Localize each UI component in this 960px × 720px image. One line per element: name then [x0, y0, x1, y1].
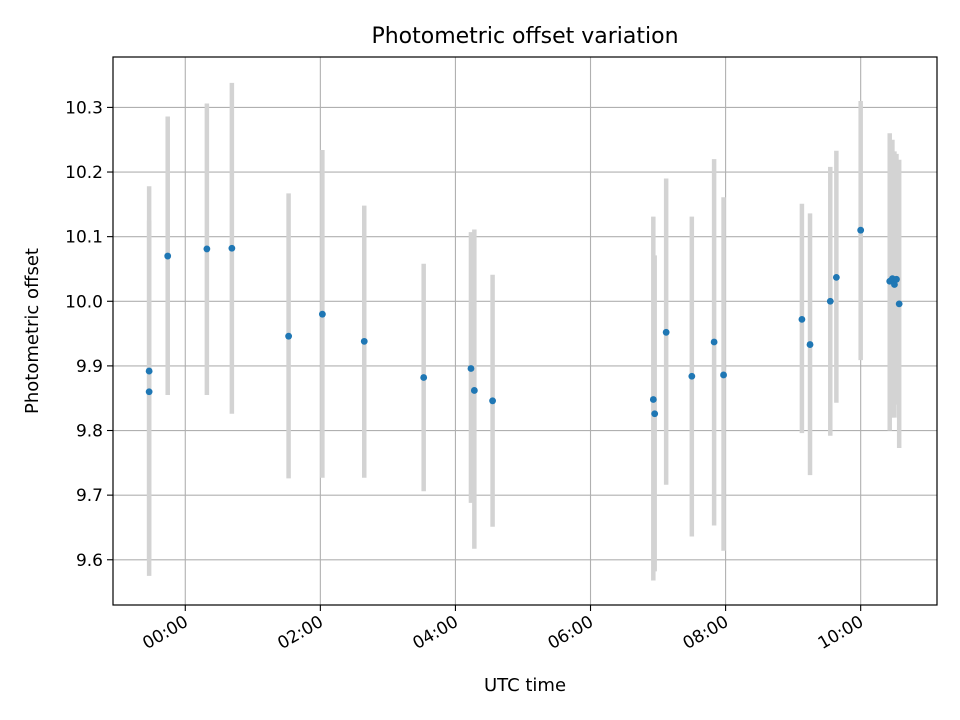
- data-points: [145, 226, 903, 418]
- data-point: [891, 281, 898, 288]
- data-point: [798, 315, 806, 323]
- data-point: [228, 244, 236, 252]
- data-point: [806, 341, 814, 348]
- y-tick-label: 9.9: [76, 357, 103, 377]
- y-tick-label: 10.1: [65, 228, 103, 248]
- data-point: [857, 226, 865, 234]
- data-point: [203, 245, 211, 253]
- y-tick-label: 10.0: [65, 292, 103, 312]
- x-axis-label: UTC time: [484, 675, 566, 696]
- data-point: [832, 273, 840, 281]
- data-point: [145, 388, 153, 396]
- data-point: [470, 387, 478, 394]
- y-tick-label: 9.7: [76, 486, 103, 506]
- chart-title: Photometric offset variation: [371, 24, 678, 49]
- plot-frame: [112, 56, 938, 606]
- data-point: [893, 275, 900, 283]
- data-point: [164, 252, 172, 260]
- data-point: [720, 371, 727, 379]
- data-point: [467, 365, 475, 372]
- data-point: [895, 300, 903, 308]
- data-point: [489, 397, 496, 405]
- y-tick-label: 9.8: [76, 422, 103, 442]
- y-tick-label: 10.2: [65, 163, 103, 183]
- data-point: [662, 328, 670, 336]
- y-axis-label: Photometric offset: [22, 248, 43, 414]
- data-point: [826, 297, 834, 305]
- y-tick-label: 9.6: [76, 551, 103, 571]
- data-point: [360, 337, 368, 345]
- data-point: [318, 310, 326, 318]
- data-point: [651, 410, 659, 418]
- data-point: [420, 374, 428, 381]
- y-axis-ticks: 9.6 9.7 9.8 9.9 10.0 10.1 10.2 10.3: [65, 98, 113, 571]
- y-tick-label: 10.3: [65, 98, 103, 118]
- data-point: [145, 367, 153, 375]
- data-point: [710, 338, 718, 346]
- data-point: [688, 372, 696, 380]
- data-point: [285, 332, 293, 340]
- data-point: [649, 396, 657, 403]
